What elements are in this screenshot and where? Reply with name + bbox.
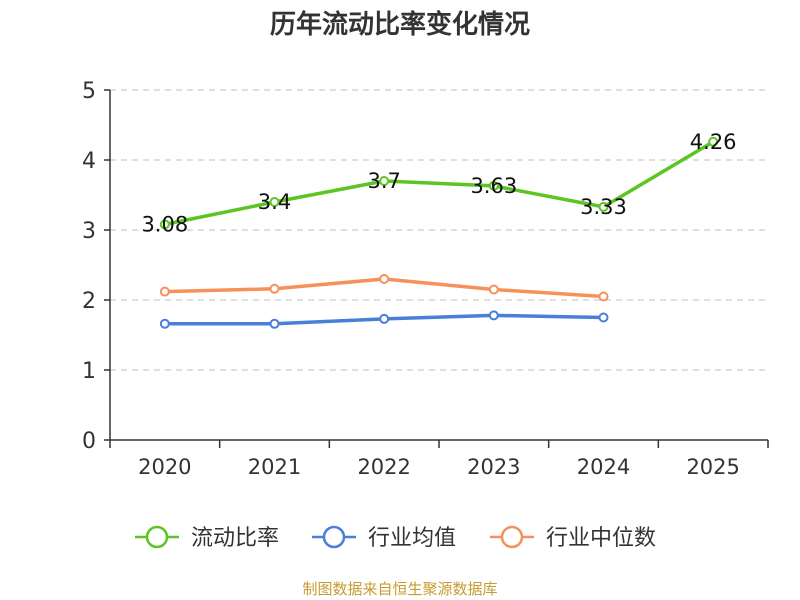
data-point [708, 136, 719, 147]
chart-title: 历年流动比率变化情况 [269, 10, 530, 40]
data-label: 3.7 [367, 169, 400, 193]
data-labels: 3.08 3.4 3.7 3.63 3.33 4.26 [141, 130, 736, 237]
data-point [159, 219, 170, 230]
data-label: 3.08 [141, 212, 188, 236]
legend: 流动比率 行业均值 行业中位数 [135, 525, 656, 551]
legend-swatch-marker [145, 525, 169, 549]
data-point [159, 286, 170, 297]
data-point [598, 201, 609, 212]
x-tick-label: 2025 [686, 455, 739, 479]
data-point [488, 180, 499, 191]
source-note: 制图数据来自恒生聚源数据库 [302, 580, 498, 598]
grid-lines [110, 89, 768, 371]
data-point [269, 283, 280, 294]
y-tick-label: 5 [82, 79, 96, 104]
data-point [379, 274, 390, 284]
series-lines [159, 136, 719, 329]
data-point [598, 291, 609, 302]
series-line-0 [163, 140, 715, 227]
x-tick-label: 2024 [577, 455, 630, 479]
legend-swatch-marker [500, 525, 524, 549]
y-tick-label: 1 [82, 359, 96, 384]
y-tick-label: 3 [82, 219, 96, 244]
x-tick-label: 2022 [357, 455, 410, 479]
legend-label: 行业均值 [368, 526, 456, 551]
x-tick-label: 2020 [138, 455, 191, 479]
legend-label: 行业中位数 [546, 526, 656, 551]
y-tick-label: 2 [82, 289, 96, 314]
data-point [269, 318, 280, 329]
data-point [488, 284, 499, 295]
data-label: 3.33 [580, 195, 627, 219]
x-tick-label: 2021 [248, 455, 301, 479]
x-tick-label: 2023 [467, 455, 520, 479]
data-point [379, 313, 390, 324]
data-point [379, 176, 390, 186]
data-label: 4.26 [690, 130, 737, 154]
data-point [269, 197, 280, 207]
data-label: 3.63 [470, 174, 517, 198]
axes: 0 1 2 3 4 5 2020 2021 2022 2023 2024 2025 [82, 79, 769, 479]
data-label: 3.4 [258, 190, 291, 214]
data-point [488, 310, 499, 321]
legend-label: 流动比率 [191, 526, 279, 551]
data-point [159, 318, 170, 329]
y-tick-label: 0 [82, 429, 96, 454]
legend-swatch-marker [322, 525, 346, 549]
y-tick-label: 4 [82, 149, 96, 174]
data-point [598, 312, 609, 323]
